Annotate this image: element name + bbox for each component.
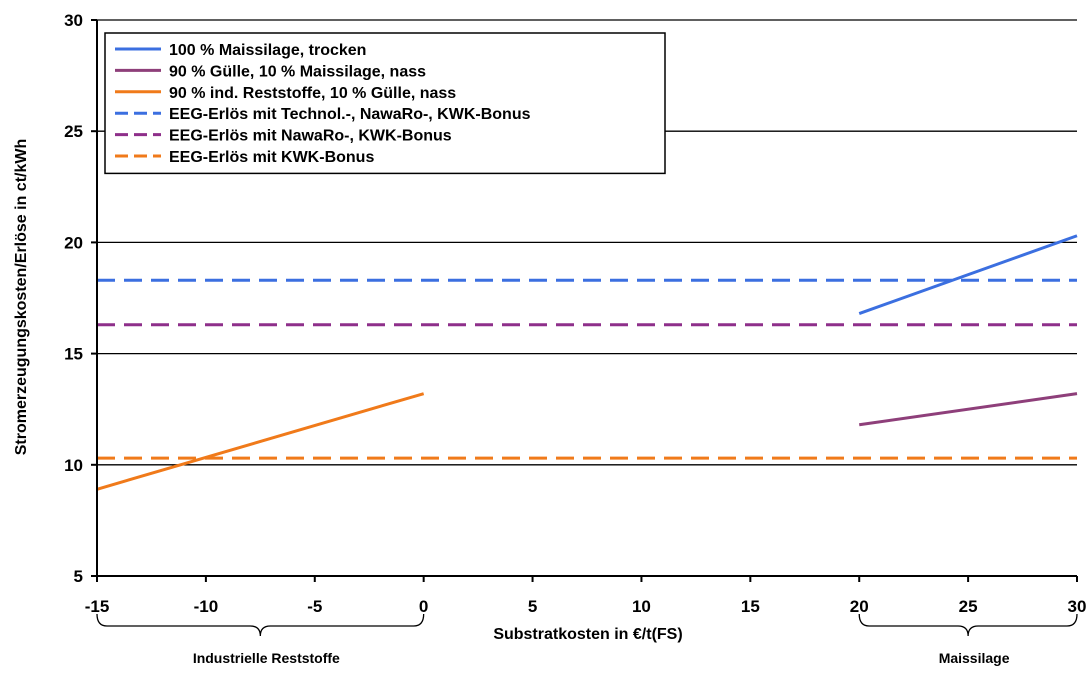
x-axis-title: Substratkosten in €/t(FS) [493,626,682,643]
legend-label-4: EEG-Erlös mit NawaRo-, KWK-Bonus [169,128,452,145]
x-tick-label-15: 15 [741,597,760,616]
x-tick-label-20: 20 [850,597,869,616]
legend-label-0: 100 % Maissilage, trocken [169,42,366,59]
x-tick-label-0: 0 [419,597,428,616]
ticks: 5 10 15 20 25 30 -15 -10 -5 0 5 10 15 20 25 30 [64,11,1086,616]
brace-label-1: Maissilage [939,650,1010,666]
axes [96,20,1077,577]
braces: Industrielle Reststoffe Maissilage [96,613,1078,666]
x-tick-label--10: -10 [194,597,219,616]
series-line-2 [96,392,425,491]
brace-1 [858,613,1078,637]
x-tick-label-10: 10 [632,597,651,616]
y-tick-label-30: 30 [64,11,83,30]
y-tick-label-10: 10 [64,456,83,475]
legend: 100 % Maissilage, trocken 90 % Gülle, 10 … [104,32,666,175]
y-tick-label-25: 25 [64,122,83,141]
legend-label-1: 90 % Gülle, 10 % Maissilage, nass [169,63,426,80]
x-tick-label--5: -5 [307,597,322,616]
y-tick-label-20: 20 [64,233,83,252]
x-tick-label-25: 25 [959,597,978,616]
legend-label-2: 90 % ind. Reststoffe, 10 % Gülle, nass [169,85,456,102]
y-tick-label-15: 15 [64,345,83,364]
x-tick-label-5: 5 [528,597,537,616]
series-line-0 [858,234,1078,315]
series-group [96,234,1078,491]
x-tick-label--15: -15 [85,597,110,616]
series-line-1 [859,392,1078,427]
brace-label-0: Industrielle Reststoffe [193,650,340,666]
legend-label-3: EEG-Erlös mit Technol.-, NawaRo-, KWK-Bo… [169,106,531,123]
brace-0 [96,613,425,637]
x-tick-label-30: 30 [1068,597,1087,616]
legend-label-5: EEG-Erlös mit KWK-Bonus [169,149,374,166]
legend-box [104,32,666,175]
y-tick-label-5: 5 [74,567,83,586]
y-axis-title: Stromerzeugungskosten/Erlöse in ct/kWh [13,139,30,456]
